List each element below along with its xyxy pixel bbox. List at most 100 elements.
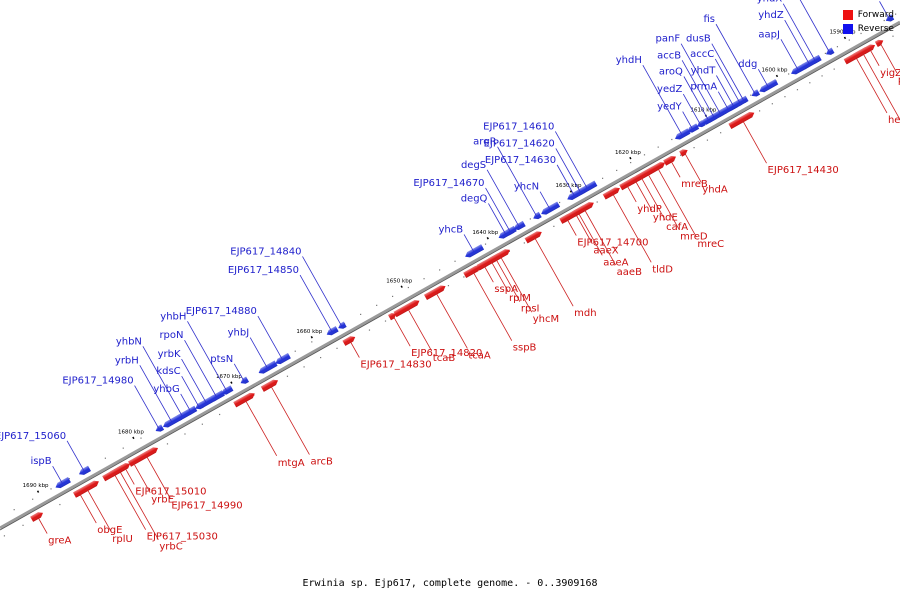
- track-dot: [824, 52, 827, 55]
- forward-gene-block: [619, 180, 633, 191]
- gene-label: fadB: [856, 0, 879, 2]
- track-dot: [596, 201, 598, 203]
- track-dot: [872, 26, 874, 28]
- gene-leader-line: [583, 208, 617, 266]
- gene-label: accB: [657, 50, 681, 61]
- gene-label: EJP617_14430: [768, 165, 839, 176]
- forward-gene-block: [102, 466, 124, 482]
- legend-reverse: Reverse: [842, 22, 894, 36]
- track-dot: [454, 260, 456, 262]
- scale-tick: [629, 156, 632, 160]
- gene-leader-line: [113, 472, 147, 530]
- forward-gene-block: [74, 489, 83, 498]
- track-dot: [833, 68, 835, 70]
- gene-label: arcB: [310, 457, 333, 468]
- gene-label: yhcB: [438, 224, 463, 235]
- gene-leader-line: [392, 315, 411, 347]
- forward-gene-block: [424, 285, 446, 301]
- gene-label: EJP617_15060: [0, 431, 66, 442]
- reverse-gene-block: [155, 424, 165, 432]
- reverse-gene-block: [55, 477, 71, 489]
- gene-leader-line: [142, 346, 183, 417]
- gene-leader-line: [472, 270, 513, 341]
- gene-label: yrbE: [151, 495, 174, 506]
- track-dot: [294, 350, 296, 352]
- track-dot: [122, 447, 124, 449]
- track-dot: [463, 276, 465, 278]
- forward-swatch: [842, 10, 853, 20]
- forward-gene-block: [463, 265, 481, 278]
- scale-tick: [775, 74, 779, 78]
- reverse-gene-block: [275, 353, 291, 365]
- gene-leader-line: [577, 211, 603, 256]
- gene-leader-line: [299, 274, 333, 332]
- genome-backbone-shadow: [0, 23, 900, 531]
- gene-leader-line: [784, 19, 810, 64]
- gene-leader-line: [646, 172, 680, 230]
- track-dot: [750, 94, 752, 96]
- gene-label: EJP617_14830: [360, 360, 431, 371]
- reverse-gene-block: [326, 326, 339, 336]
- gene-label: EJP617_14880: [186, 306, 257, 317]
- gene-leader-line: [499, 255, 533, 313]
- gene-label: yhbH: [160, 311, 186, 322]
- forward-gene-block: [30, 512, 43, 522]
- gene-leader-line: [656, 166, 697, 238]
- forward-gene-block: [490, 255, 499, 263]
- gene-leader-line: [52, 465, 63, 484]
- reverse-gene-block: [258, 360, 278, 374]
- gene-label: tcaA: [468, 350, 491, 361]
- gene-label: yhdH: [616, 55, 642, 66]
- track-dot: [311, 341, 313, 343]
- track-dot: [788, 73, 790, 75]
- gene-label: yrbK: [158, 349, 181, 360]
- gene-label: yhdP: [637, 204, 662, 215]
- gene-label: yhdA: [702, 185, 728, 196]
- scale-tick-label: 1690 kbp: [23, 483, 49, 489]
- forward-gene-block: [393, 300, 420, 318]
- track-dot: [384, 320, 387, 322]
- gene-leader-line: [488, 203, 506, 235]
- gene-leader-line: [483, 264, 494, 283]
- track-dot: [860, 32, 862, 35]
- track-dot: [693, 147, 695, 149]
- forward-gene-block: [128, 459, 137, 467]
- gene-label: EJP617_14670: [413, 178, 484, 189]
- track-dot: [184, 433, 186, 435]
- reverse-gene-block: [687, 123, 700, 133]
- gene-label: sspB: [513, 343, 537, 354]
- scale-tick: [132, 436, 135, 440]
- track-dot: [376, 304, 378, 306]
- reverse-swatch: [842, 24, 853, 34]
- scale-tick: [569, 190, 573, 193]
- track-dot: [303, 366, 305, 368]
- scale-tick-label: 1670 kbp: [216, 374, 242, 380]
- track-dot: [895, 13, 897, 15]
- gene-leader-line: [485, 187, 511, 232]
- gene-leader-line: [714, 58, 741, 103]
- gene-leader-line: [757, 69, 769, 87]
- reverse-gene-block: [541, 201, 561, 215]
- gene-leader-line: [556, 164, 575, 196]
- track-dot: [140, 437, 142, 439]
- track-dot: [680, 154, 682, 156]
- reverse-gene-block: [163, 414, 182, 428]
- track-dot: [836, 46, 839, 48]
- gene-label: mtgA: [278, 458, 305, 469]
- gene-leader-line: [611, 192, 652, 263]
- gene-label: argR: [473, 137, 496, 148]
- reverse-gene-block: [79, 465, 91, 475]
- track-dot: [601, 177, 604, 179]
- gene-leader-line: [869, 48, 880, 66]
- reverse-gene-block: [513, 220, 526, 231]
- gene-leader-line: [463, 234, 475, 253]
- gene-leader-line: [233, 363, 245, 382]
- track-dot: [559, 201, 561, 204]
- track-dot: [68, 477, 70, 480]
- gene-label: EJP617_14840: [230, 246, 301, 257]
- track-dot: [508, 250, 511, 252]
- gene-label: hemG: [888, 115, 900, 126]
- gene-label: degS: [461, 160, 486, 171]
- track-dot: [883, 19, 885, 22]
